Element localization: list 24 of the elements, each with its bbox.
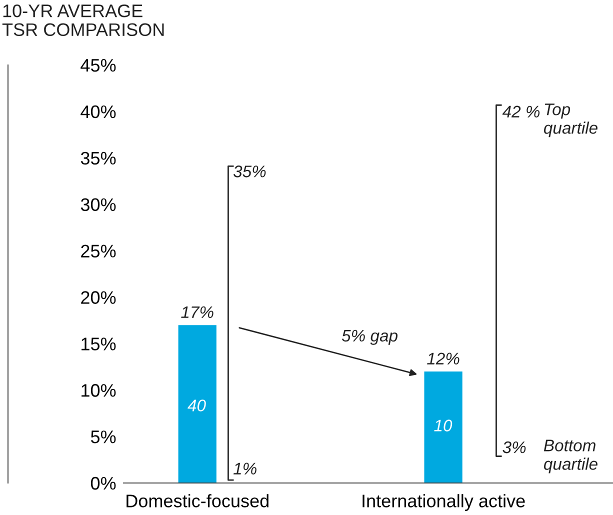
- chart-title: 10-YR AVERAGE TSR COMPARISON: [2, 4, 164, 36]
- data-label: 12%: [427, 352, 460, 364]
- annotation: 3%: [502, 441, 526, 454]
- annotation: 5% gap: [342, 330, 398, 345]
- y-tick-label: 20%: [81, 291, 116, 304]
- y-tick-label: 10%: [82, 384, 116, 397]
- annotation: 40: [188, 400, 206, 412]
- y-tick-label: 25%: [81, 244, 116, 258]
- y-tick-label: 15%: [82, 338, 116, 350]
- y-tick-label: 0%: [90, 476, 116, 490]
- annotation: Bottom quartile: [544, 440, 598, 474]
- y-tick-label: 40%: [80, 105, 116, 118]
- x-tick-label: Domestic-focused: [126, 494, 268, 508]
- data-label: 17%: [181, 306, 214, 318]
- annotation: 42 %: [502, 106, 540, 118]
- annotation: Top quartile: [544, 104, 598, 138]
- y-tick-label: 30%: [80, 198, 116, 212]
- x-tick-label: Internationally active: [362, 494, 525, 511]
- y-tick-label: 35%: [80, 152, 116, 165]
- annotation: 10: [434, 420, 452, 432]
- annotation: 1%: [233, 462, 256, 474]
- annotation: 35%: [233, 166, 266, 178]
- y-tick-label: 5%: [90, 430, 116, 444]
- y-tick-label: 45%: [80, 59, 116, 72]
